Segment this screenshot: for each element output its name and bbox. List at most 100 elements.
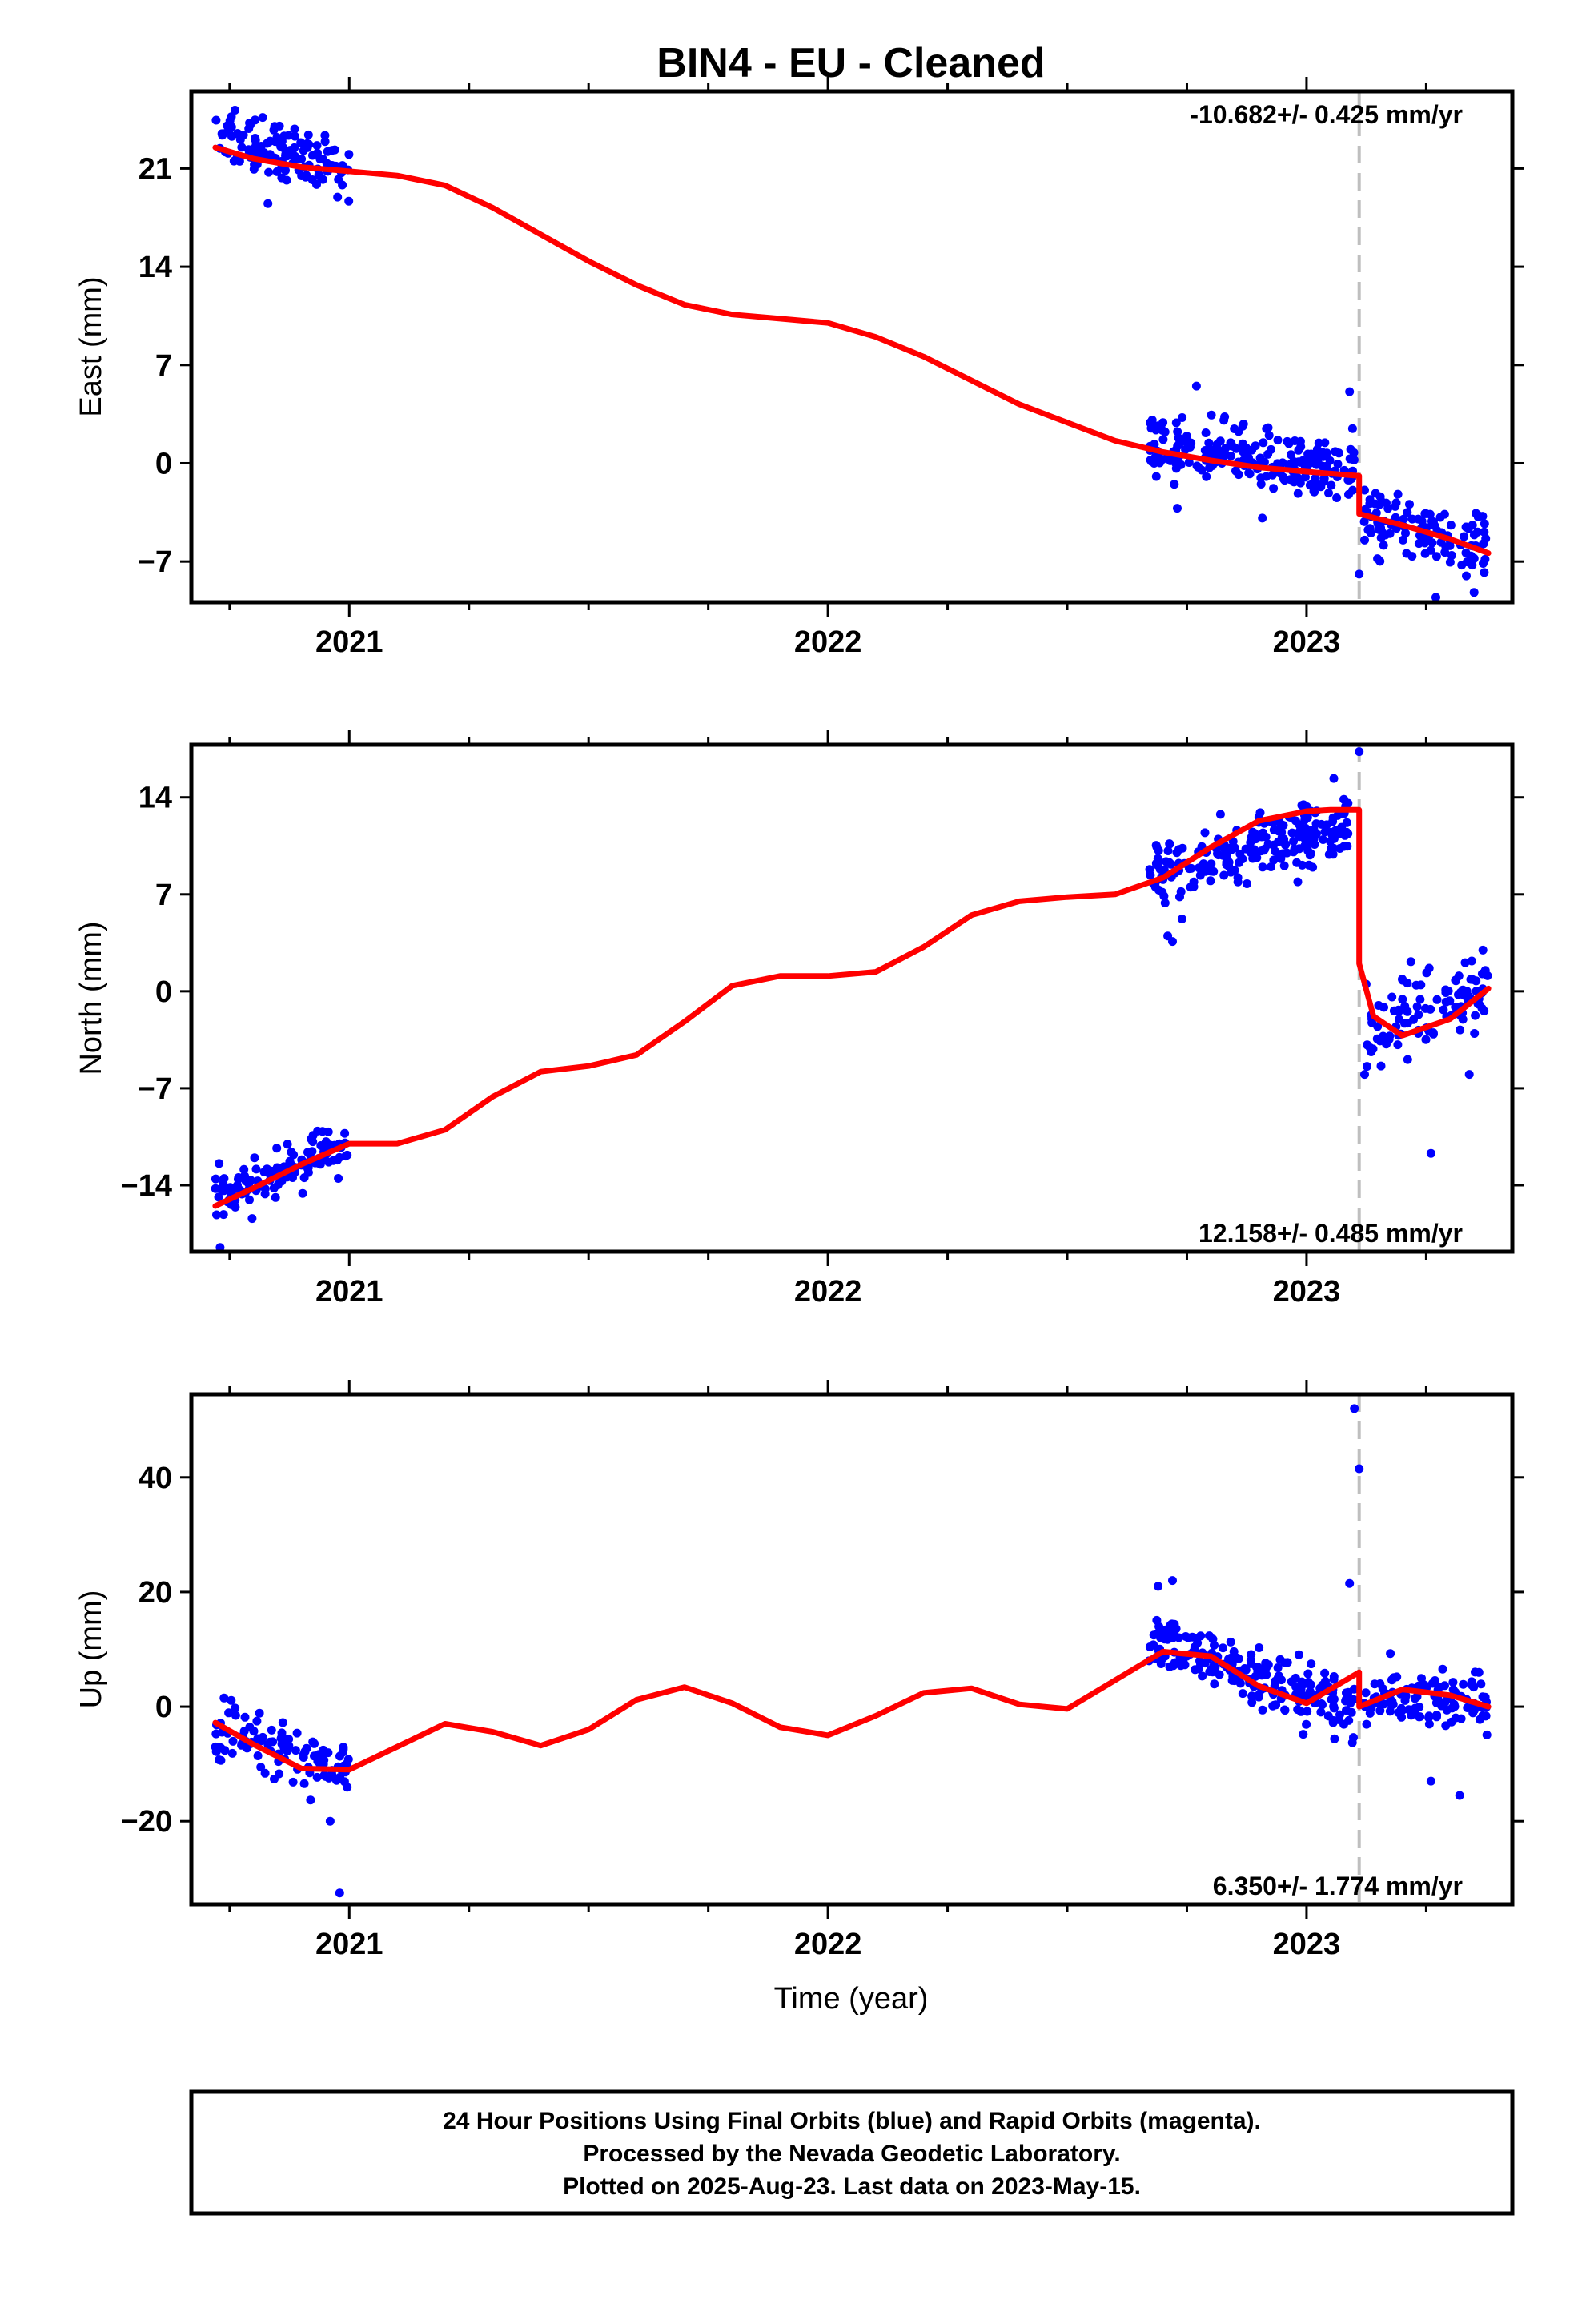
up-data-point [231, 1703, 240, 1713]
north-data-point [1293, 877, 1303, 887]
north-data-point [239, 1164, 249, 1174]
north-data-point [245, 1195, 254, 1204]
up-data-point [1375, 1706, 1385, 1715]
up-data-point [310, 1739, 319, 1748]
north-data-point [1195, 863, 1203, 873]
north-data-point [1421, 1035, 1431, 1044]
up-data-point [1480, 1692, 1490, 1702]
east-data-point [1280, 475, 1290, 485]
east-data-point [318, 175, 327, 184]
east-data-point [290, 143, 299, 152]
up-data-point [240, 1712, 250, 1722]
east-data-point [1234, 427, 1243, 436]
east-data-point [299, 146, 308, 155]
up-data-point [1440, 1698, 1450, 1707]
east-data-point [1293, 473, 1303, 482]
up-data-point [1183, 1633, 1193, 1642]
up-data-point [1389, 1673, 1399, 1683]
north-data-point [247, 1214, 257, 1224]
up-y-tick-label: −20 [121, 1805, 172, 1839]
east-data-point [1170, 480, 1179, 489]
north-data-point [1324, 850, 1334, 859]
north-data-point [1186, 883, 1195, 892]
up-data-points [211, 1404, 1492, 1898]
east-data-point [1420, 538, 1430, 548]
east-data-point [1403, 508, 1412, 517]
up-data-point [1370, 1679, 1379, 1689]
up-data-point [278, 1718, 287, 1727]
east-data-point [231, 106, 239, 115]
north-data-point [260, 1184, 270, 1193]
up-data-point [319, 1745, 328, 1755]
east-data-point [1366, 529, 1375, 537]
east-data-point [1262, 424, 1271, 433]
east-data-point [1469, 588, 1479, 597]
north-data-point [334, 1174, 343, 1183]
up-data-point [260, 1768, 270, 1778]
east-data-point [330, 145, 339, 155]
east-data-point [290, 131, 299, 141]
east-data-point [334, 175, 343, 184]
up-data-point [1411, 1703, 1420, 1713]
up-data-point [1424, 1713, 1434, 1723]
north-data-point [1296, 829, 1305, 838]
up-data-point [306, 1795, 315, 1805]
east-data-point [1479, 539, 1488, 549]
east-data-point [1221, 444, 1231, 453]
up-data-point [1294, 1650, 1303, 1659]
north-data-point [251, 1164, 261, 1174]
up-data-point [255, 1708, 264, 1718]
east-data-point [1202, 472, 1211, 481]
east-data-point [237, 143, 247, 152]
north-data-point [231, 1202, 240, 1212]
east-data-point [1158, 418, 1168, 428]
east-data-point [1295, 457, 1305, 467]
up-data-point [1339, 1719, 1348, 1729]
east-y-tick-label: 21 [139, 152, 172, 186]
up-data-point [1170, 1619, 1179, 1629]
east-data-point [1431, 552, 1441, 561]
east-data-point [1431, 593, 1440, 602]
east-data-point [303, 130, 313, 139]
footer-line: 24 Hour Positions Using Final Orbits (bl… [443, 2108, 1261, 2134]
east-data-point [244, 124, 254, 133]
north-data-point [1162, 857, 1170, 866]
north-data-point [1269, 840, 1279, 850]
up-data-point [1241, 1665, 1251, 1675]
up-data-point [1342, 1688, 1351, 1698]
up-y-axis-label: Up (mm) [74, 1590, 108, 1709]
up-data-point [267, 1725, 276, 1735]
north-x-tick-label: 2021 [315, 1275, 383, 1309]
up-data-point [1440, 1681, 1449, 1691]
east-data-point [312, 141, 322, 151]
east-data-point [1391, 498, 1401, 508]
up-data-point [1455, 1791, 1464, 1800]
east-data-point [219, 129, 228, 139]
north-data-point [1470, 1029, 1480, 1038]
figure-title: BIN4 - EU - Cleaned [656, 40, 1045, 86]
east-data-point [1171, 418, 1181, 428]
north-data-point [1151, 841, 1161, 850]
east-data-point [1355, 569, 1364, 579]
east-data-point [1461, 522, 1471, 532]
up-data-point [1169, 1633, 1178, 1642]
up-data-point [1397, 1712, 1407, 1722]
east-x-tick-label: 2022 [794, 625, 862, 659]
up-plot-frame [189, 1392, 1515, 1907]
north-data-point [1360, 1070, 1369, 1080]
east-data-point [1160, 427, 1170, 436]
east-data-point [235, 156, 244, 166]
east-panel: 21 14 7 0 −7 2021 2022 2023 East (mm) -10.682+/- … [74, 77, 1524, 659]
east-data-point [320, 131, 330, 140]
north-data-point [1258, 862, 1267, 872]
east-data-point [1151, 472, 1161, 481]
up-data-point [1482, 1730, 1492, 1739]
north-data-point [211, 1174, 220, 1184]
up-data-point [1323, 1711, 1333, 1721]
north-data-point [1426, 1004, 1435, 1014]
north-data-point [1243, 879, 1251, 888]
east-data-point [1379, 541, 1388, 550]
east-data-point [1184, 458, 1194, 467]
east-data-point [1178, 413, 1187, 422]
north-data-point [1215, 810, 1225, 819]
